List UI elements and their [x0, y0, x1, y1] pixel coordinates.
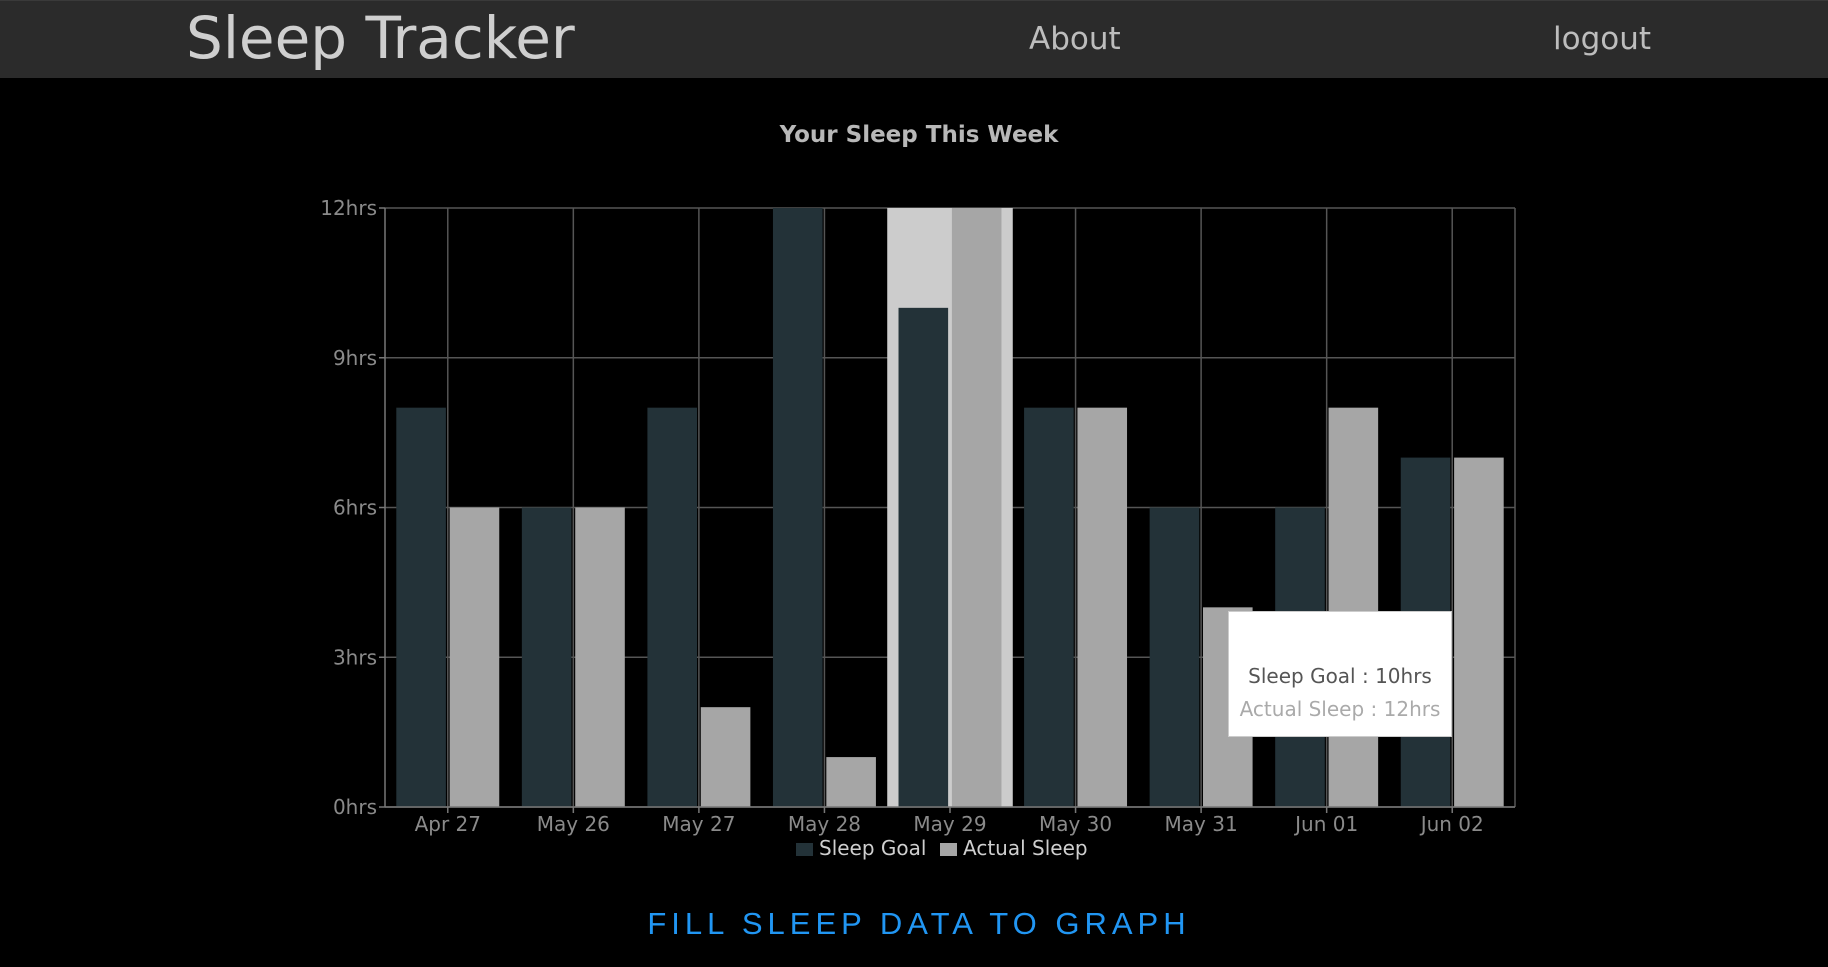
bar-actual-sleep[interactable] [1454, 457, 1504, 807]
bar-actual-sleep[interactable] [826, 757, 876, 807]
sleep-bar-chart: Your Sleep This Week 0hrs 3hrs 6hrs 9hrs 12h… [320, 122, 1516, 860]
bar-actual-sleep[interactable] [575, 507, 625, 808]
nav-logout-link[interactable]: logout [1553, 21, 1652, 57]
bar-actual-sleep[interactable] [1328, 407, 1379, 807]
bar-sleep-goal[interactable] [898, 307, 949, 807]
bar-sleep-goal[interactable] [647, 407, 698, 807]
x-tick-label: Apr 27 [415, 812, 481, 836]
bar-sleep-goal[interactable] [1149, 507, 1200, 808]
chart-axes: 0hrs 3hrs 6hrs 9hrs 12hrs Apr 27 May 26 May 27 M… [320, 196, 1515, 836]
y-tick-label: 9hrs [333, 346, 377, 370]
chart-legend: Sleep Goal Actual Sleep [796, 836, 1088, 860]
y-tick-label: 0hrs [333, 795, 377, 819]
navbar: Sleep Tracker About logout [0, 0, 1828, 78]
fill-sleep-data-button[interactable]: FILL SLEEP DATA TO GRAPH [647, 906, 1191, 941]
x-tick-label: Jun 01 [1293, 812, 1358, 836]
legend-swatch-actual-sleep [940, 843, 957, 856]
bar-sleep-goal[interactable] [521, 507, 572, 808]
x-tick-label: May 30 [1039, 812, 1112, 836]
nav-about-link[interactable]: About [1029, 21, 1121, 57]
x-tick-label: May 29 [913, 812, 986, 836]
bar-sleep-goal[interactable] [1024, 407, 1074, 807]
tooltip-goal-text: Sleep Goal : 10hrs [1248, 664, 1432, 688]
y-tick-label: 12hrs [320, 196, 377, 220]
bar-sleep-goal[interactable] [772, 208, 823, 807]
x-tick-label: May 27 [662, 812, 735, 836]
y-tick-label: 3hrs [333, 645, 377, 669]
bar-sleep-goal[interactable] [396, 407, 446, 807]
chart-bars [396, 208, 1504, 808]
chart-title: Your Sleep This Week [779, 122, 1060, 148]
bar-actual-sleep[interactable] [449, 507, 500, 808]
tooltip-actual-text: Actual Sleep : 12hrs [1239, 697, 1441, 721]
x-tick-label: May 28 [788, 812, 861, 836]
bar-actual-sleep[interactable] [700, 707, 751, 807]
x-tick-label: May 26 [537, 812, 610, 836]
bar-actual-sleep[interactable] [951, 208, 1002, 807]
y-tick-label: 6hrs [333, 496, 377, 520]
chart-tooltip: Sleep Goal : 10hrs Actual Sleep : 12hrs [1228, 611, 1452, 737]
x-tick-label: May 31 [1165, 812, 1238, 836]
legend-label-sleep-goal[interactable]: Sleep Goal [819, 836, 926, 860]
x-tick-label: Jun 02 [1419, 812, 1484, 836]
legend-label-actual-sleep[interactable]: Actual Sleep [963, 836, 1088, 860]
legend-swatch-sleep-goal [796, 843, 813, 856]
app-brand[interactable]: Sleep Tracker [186, 4, 575, 72]
bar-actual-sleep[interactable] [1077, 407, 1128, 807]
